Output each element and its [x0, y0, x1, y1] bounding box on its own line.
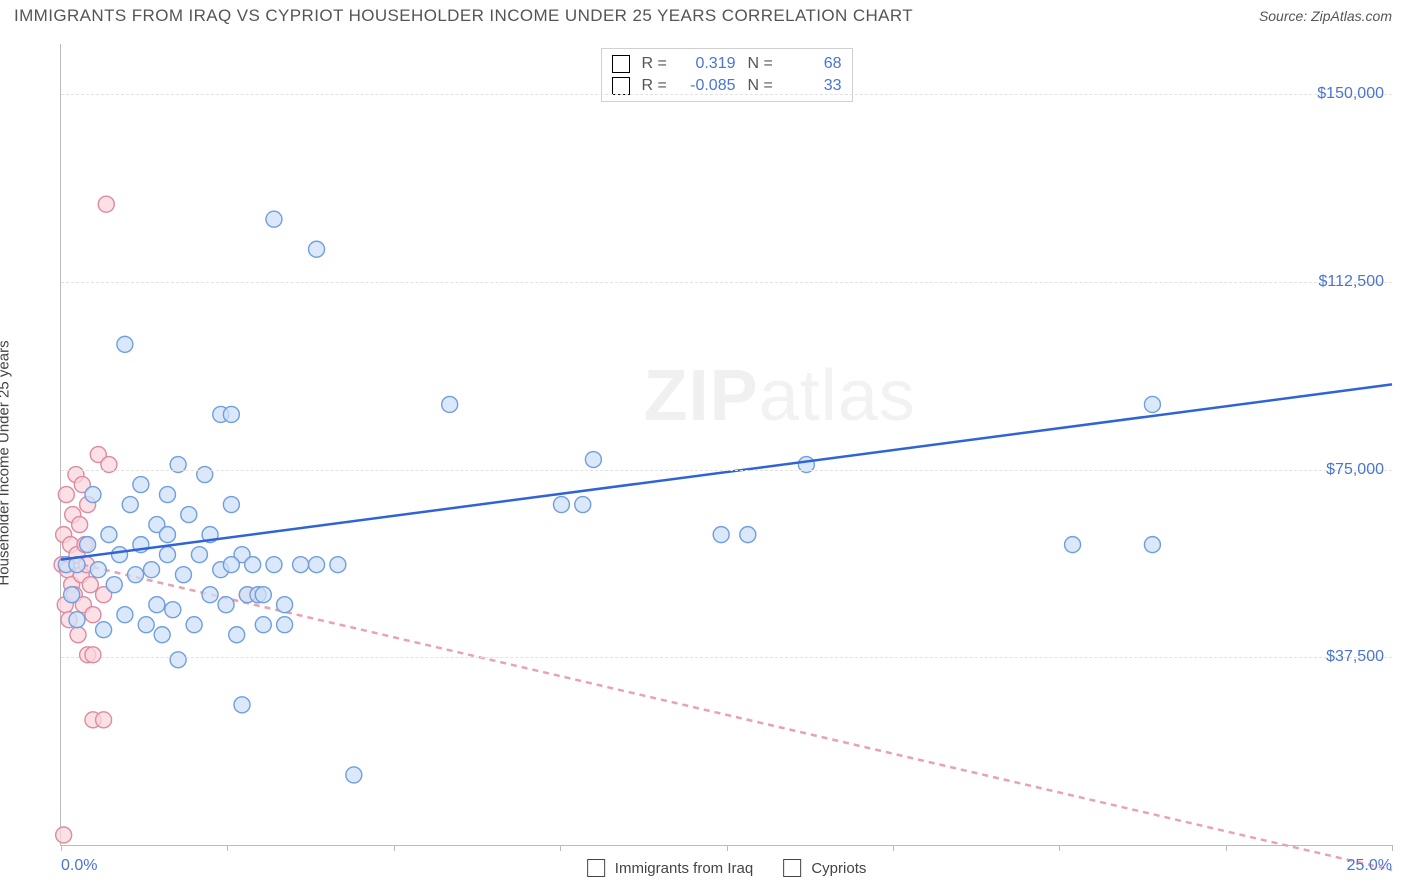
scatter-point	[80, 537, 96, 553]
scatter-point	[266, 211, 282, 227]
scatter-point	[191, 547, 207, 563]
scatter-point	[122, 497, 138, 513]
x-tick	[1392, 845, 1393, 851]
swatch-icon	[587, 859, 605, 877]
scatter-point	[229, 627, 245, 643]
scatter-point	[170, 652, 186, 668]
scatter-point	[98, 196, 114, 212]
x-tick	[227, 845, 228, 851]
chart-title: IMMIGRANTS FROM IRAQ VS CYPRIOT HOUSEHOL…	[14, 6, 913, 26]
scatter-point	[117, 336, 133, 352]
scatter-point	[1144, 537, 1160, 553]
scatter-point	[585, 452, 601, 468]
scatter-point	[90, 562, 106, 578]
x-tick	[61, 845, 62, 851]
scatter-point	[85, 487, 101, 503]
scatter-point	[255, 587, 271, 603]
scatter-point	[223, 497, 239, 513]
scatter-point	[112, 547, 128, 563]
scatter-point	[740, 527, 756, 543]
scatter-point	[309, 557, 325, 573]
x-tick	[1226, 845, 1227, 851]
scatter-point	[202, 587, 218, 603]
scatter-point	[144, 562, 160, 578]
scatter-point	[82, 577, 98, 593]
scatter-point	[133, 477, 149, 493]
trend-line	[61, 560, 1392, 870]
scatter-point	[70, 627, 86, 643]
scatter-point	[165, 602, 181, 618]
scatter-point	[234, 697, 250, 713]
x-axis-max-label: 25.0%	[1347, 857, 1392, 875]
scatter-point	[553, 497, 569, 513]
scatter-point	[181, 507, 197, 523]
scatter-point	[293, 557, 309, 573]
gridline	[61, 282, 1392, 283]
series-legend: Immigrants from Iraq Cypriots	[587, 859, 867, 877]
legend-label: Immigrants from Iraq	[615, 860, 753, 877]
scatter-point	[1065, 537, 1081, 553]
scatter-point	[255, 617, 271, 633]
scatter-point	[277, 617, 293, 633]
chart-header: IMMIGRANTS FROM IRAQ VS CYPRIOT HOUSEHOL…	[14, 6, 1392, 26]
scatter-point	[64, 587, 80, 603]
y-tick-label: $75,000	[1326, 461, 1384, 479]
legend-label: Cypriots	[811, 860, 866, 877]
scatter-point	[245, 557, 261, 573]
scatter-point	[149, 597, 165, 613]
scatter-point	[101, 527, 117, 543]
scatter-point	[159, 547, 175, 563]
scatter-point	[96, 622, 112, 638]
scatter-point	[346, 767, 362, 783]
scatter-point	[128, 567, 144, 583]
scatter-point	[175, 567, 191, 583]
scatter-point	[159, 527, 175, 543]
scatter-svg	[61, 44, 1392, 845]
scatter-point	[1144, 396, 1160, 412]
y-axis-label: Householder Income Under 25 years	[0, 340, 13, 585]
scatter-point	[223, 557, 239, 573]
scatter-point	[138, 617, 154, 633]
scatter-point	[117, 607, 133, 623]
scatter-point	[69, 612, 85, 628]
scatter-point	[154, 627, 170, 643]
plot-area: ZIPatlas R = 0.319 N = 68 R = -0.085 N =…	[60, 44, 1392, 846]
scatter-point	[713, 527, 729, 543]
scatter-point	[58, 487, 74, 503]
x-tick	[1059, 845, 1060, 851]
scatter-point	[72, 517, 88, 533]
scatter-point	[309, 241, 325, 257]
scatter-point	[85, 647, 101, 663]
gridline	[61, 657, 1392, 658]
scatter-point	[85, 607, 101, 623]
scatter-point	[223, 406, 239, 422]
scatter-point	[442, 396, 458, 412]
gridline	[61, 94, 1392, 95]
legend-item-cypriot: Cypriots	[783, 859, 866, 877]
scatter-point	[56, 827, 72, 843]
swatch-icon	[783, 859, 801, 877]
x-tick	[727, 845, 728, 851]
x-axis-min-label: 0.0%	[61, 857, 97, 875]
gridline	[61, 470, 1392, 471]
scatter-point	[330, 557, 346, 573]
scatter-point	[106, 577, 122, 593]
y-tick-label: $112,500	[1318, 273, 1384, 291]
x-tick	[394, 845, 395, 851]
scatter-point	[277, 597, 293, 613]
scatter-point	[266, 557, 282, 573]
scatter-point	[159, 487, 175, 503]
x-tick	[560, 845, 561, 851]
chart-area: Householder Income Under 25 years ZIPatl…	[14, 44, 1392, 882]
y-tick-label: $37,500	[1326, 648, 1384, 666]
scatter-point	[186, 617, 202, 633]
chart-source: Source: ZipAtlas.com	[1259, 8, 1392, 24]
scatter-point	[96, 712, 112, 728]
scatter-point	[575, 497, 591, 513]
y-tick-label: $150,000	[1317, 85, 1384, 103]
scatter-point	[218, 597, 234, 613]
legend-item-iraq: Immigrants from Iraq	[587, 859, 754, 877]
x-tick	[893, 845, 894, 851]
